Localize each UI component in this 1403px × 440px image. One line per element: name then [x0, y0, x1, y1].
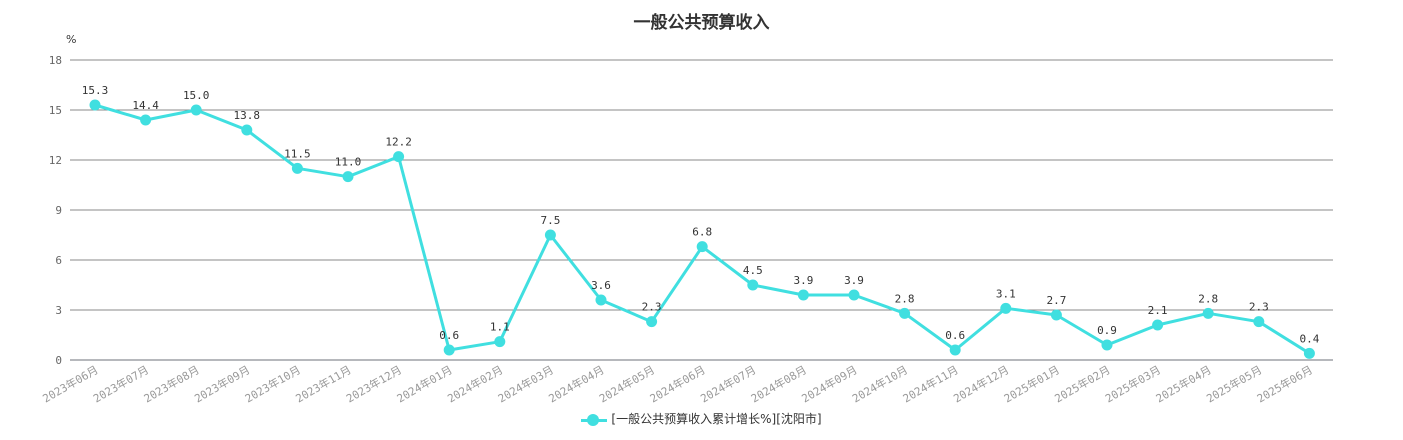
- data-point[interactable]: [1253, 316, 1265, 328]
- x-tick-label: 2025年06月: [1254, 362, 1314, 405]
- x-tick-label: 2025年03月: [1103, 362, 1163, 405]
- x-axis-ticks: 2023年06月2023年07月2023年08月2023年09月2023年10月…: [40, 362, 1315, 405]
- x-tick-label: 2024年06月: [647, 362, 707, 405]
- chart-title: 一般公共预算收入: [633, 13, 770, 33]
- data-point[interactable]: [544, 229, 556, 241]
- data-label: 3.9: [844, 274, 864, 287]
- data-point[interactable]: [595, 294, 607, 306]
- data-label: 2.8: [895, 292, 915, 305]
- x-tick-label: 2023年06月: [40, 362, 100, 405]
- data-label: 0.4: [1299, 332, 1319, 345]
- data-label: 7.5: [540, 214, 560, 227]
- legend-swatch-icon: [581, 413, 608, 426]
- data-point[interactable]: [140, 114, 152, 126]
- x-tick-label: 2024年02月: [445, 362, 505, 405]
- data-point[interactable]: [1000, 302, 1012, 314]
- legend[interactable]: [一般公共预算收入累计增长%][沈阳市]: [0, 410, 1403, 427]
- data-point[interactable]: [342, 171, 354, 183]
- data-label: 14.4: [132, 99, 159, 112]
- data-point[interactable]: [291, 162, 303, 174]
- data-labels: 15.3 14.4 15.0 13.8 11.5 11.0 12.2 0.6 1.1 7.5 3.6…: [82, 84, 1320, 345]
- x-tick-label: 2024年03月: [495, 362, 555, 405]
- y-axis-unit: %: [66, 33, 76, 46]
- y-tick-label: 18: [49, 54, 62, 67]
- data-points: [89, 99, 1315, 359]
- x-tick-label: 2024年08月: [748, 362, 808, 405]
- data-label: 2.7: [1046, 294, 1066, 307]
- data-point[interactable]: [443, 344, 455, 356]
- data-label: 11.0: [335, 156, 362, 169]
- x-tick-label: 2024年09月: [799, 362, 859, 405]
- x-tick-label: 2024年10月: [850, 362, 910, 405]
- data-point[interactable]: [1101, 339, 1113, 351]
- data-point[interactable]: [696, 241, 708, 253]
- x-tick-label: 2024年04月: [546, 362, 606, 405]
- legend-label: [一般公共预算收入累计增长%][沈阳市]: [611, 412, 822, 426]
- data-label: 0.9: [1097, 324, 1117, 337]
- data-label: 2.3: [642, 301, 662, 314]
- x-tick-label: 2024年11月: [900, 362, 960, 405]
- data-point[interactable]: [1152, 319, 1164, 331]
- data-label: 0.6: [439, 329, 459, 342]
- data-point[interactable]: [1202, 307, 1214, 319]
- data-point[interactable]: [646, 316, 658, 328]
- x-tick-label: 2024年01月: [394, 362, 454, 405]
- data-label: 2.8: [1198, 292, 1218, 305]
- data-label: 0.6: [945, 329, 965, 342]
- data-label: 11.5: [284, 147, 311, 160]
- y-tick-label: 6: [55, 254, 62, 267]
- data-label: 6.8: [692, 226, 712, 239]
- data-point[interactable]: [89, 99, 101, 111]
- data-point[interactable]: [1050, 309, 1062, 321]
- data-point[interactable]: [797, 289, 809, 301]
- data-label: 1.1: [490, 321, 510, 334]
- data-label: 3.9: [793, 274, 813, 287]
- x-tick-label: 2023年10月: [242, 362, 302, 405]
- data-point[interactable]: [393, 151, 405, 163]
- x-tick-label: 2025年01月: [1001, 362, 1061, 405]
- x-tick-label: 2023年07月: [91, 362, 151, 405]
- data-point[interactable]: [899, 307, 911, 319]
- x-tick-label: 2024年07月: [698, 362, 758, 405]
- y-tick-label: 3: [55, 304, 62, 317]
- data-point[interactable]: [241, 124, 253, 136]
- data-label: 15.0: [183, 89, 210, 102]
- data-label: 4.5: [743, 264, 763, 277]
- x-tick-label: 2023年08月: [141, 362, 201, 405]
- x-tick-label: 2024年12月: [951, 362, 1011, 405]
- x-tick-label: 2025年02月: [1052, 362, 1112, 405]
- x-tick-label: 2023年12月: [344, 362, 404, 405]
- x-tick-label: 2023年09月: [192, 362, 252, 405]
- data-label: 12.2: [385, 136, 412, 149]
- data-point[interactable]: [949, 344, 961, 356]
- x-tick-label: 2023年11月: [293, 362, 353, 405]
- data-point[interactable]: [747, 279, 759, 291]
- x-tick-label: 2025年04月: [1153, 362, 1213, 405]
- data-point[interactable]: [1303, 347, 1315, 359]
- x-tick-label: 2024年05月: [597, 362, 657, 405]
- x-tick-label: 2025年05月: [1204, 362, 1264, 405]
- data-point[interactable]: [190, 104, 202, 116]
- data-label: 15.3: [82, 84, 109, 97]
- data-label: 3.1: [996, 287, 1016, 300]
- data-point[interactable]: [494, 336, 506, 348]
- y-axis-ticks: 0 3 6 9 12 15 18: [49, 54, 62, 367]
- data-label: 13.8: [234, 109, 261, 122]
- data-label: 2.3: [1249, 301, 1269, 314]
- y-tick-label: 12: [49, 154, 62, 167]
- data-label: 3.6: [591, 279, 611, 292]
- data-point[interactable]: [848, 289, 860, 301]
- grid-lines: [70, 59, 1333, 361]
- y-tick-label: 15: [49, 104, 62, 117]
- data-label: 2.1: [1148, 304, 1168, 317]
- y-tick-label: 0: [55, 354, 62, 367]
- y-tick-label: 9: [55, 204, 62, 217]
